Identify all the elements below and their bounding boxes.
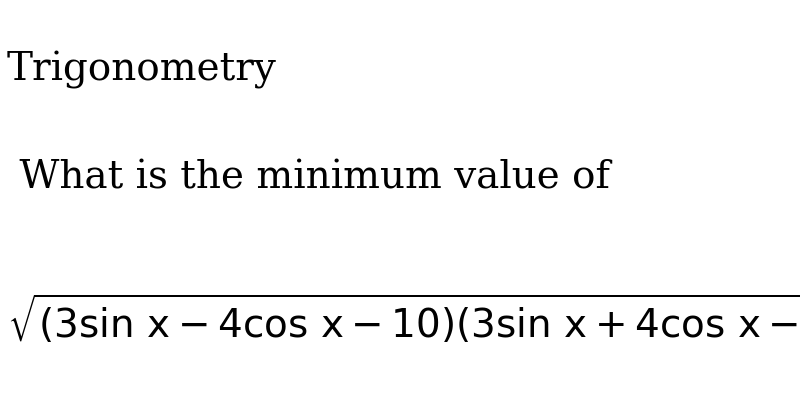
Text: Trigonometry: Trigonometry <box>6 51 277 89</box>
Text: What is the minimum value of: What is the minimum value of <box>6 159 610 196</box>
Text: $\sqrt{(3\mathrm{sin\ x}-4\mathrm{cos\ x}-10)(3\mathrm{sin\ x}+4\mathrm{cos\ x}-: $\sqrt{(3\mathrm{sin\ x}-4\mathrm{cos\ x… <box>6 292 800 346</box>
